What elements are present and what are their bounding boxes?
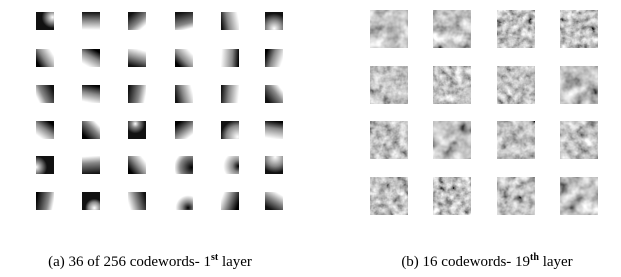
codeword-patch <box>175 121 193 139</box>
codeword-patch <box>82 156 100 174</box>
codeword-patch <box>36 192 54 210</box>
codeword-patch <box>560 177 598 215</box>
codeword-patch <box>265 156 283 174</box>
codeword-patch <box>370 66 408 104</box>
codeword-patch <box>221 12 239 30</box>
codeword-patch <box>175 85 193 103</box>
codeword-patch <box>82 12 100 30</box>
codeword-patch <box>433 121 471 159</box>
codeword-patch <box>497 10 535 48</box>
codeword-patch <box>221 121 239 139</box>
codeword-patch <box>128 49 146 67</box>
caption-text: (a) 36 of 256 codewords- 1 <box>48 254 211 270</box>
codeword-patch <box>221 49 239 67</box>
codeword-patch <box>36 49 54 67</box>
codeword-patch <box>560 121 598 159</box>
codeword-patch <box>497 177 535 215</box>
panel-b-patches <box>370 10 598 215</box>
codeword-patch <box>433 66 471 104</box>
codeword-patch <box>560 66 598 104</box>
caption-text: (b) 16 codewords- 19 <box>401 254 530 270</box>
codeword-patch <box>221 85 239 103</box>
codeword-patch <box>128 12 146 30</box>
figure: (a) 36 of 256 codewords- 1st layer (b) 1… <box>0 0 621 277</box>
codeword-patch <box>36 12 54 30</box>
codeword-patch <box>82 192 100 210</box>
codeword-patch <box>82 85 100 103</box>
codeword-patch <box>370 177 408 215</box>
codeword-patch <box>265 85 283 103</box>
codeword-patch <box>433 10 471 48</box>
codeword-patch <box>221 156 239 174</box>
codeword-patch <box>128 156 146 174</box>
panel-a-patches <box>36 12 283 210</box>
codeword-patch <box>128 85 146 103</box>
codeword-patch <box>36 156 54 174</box>
caption-b: (b) 16 codewords- 19th layer <box>401 252 572 270</box>
codeword-patch <box>175 156 193 174</box>
codeword-patch <box>497 66 535 104</box>
codeword-patch <box>370 121 408 159</box>
codeword-patch <box>265 49 283 67</box>
codeword-patch <box>36 85 54 103</box>
codeword-patch <box>175 192 193 210</box>
codeword-patch <box>221 192 239 210</box>
codeword-patch <box>265 192 283 210</box>
codeword-patch <box>128 121 146 139</box>
caption-a: (a) 36 of 256 codewords- 1st layer <box>48 252 252 270</box>
codeword-patch <box>175 12 193 30</box>
caption-after: layer <box>539 254 573 270</box>
codeword-patch <box>265 12 283 30</box>
codeword-patch <box>82 49 100 67</box>
codeword-patch <box>560 10 598 48</box>
codeword-patch <box>82 121 100 139</box>
codeword-patch <box>433 177 471 215</box>
codeword-patch <box>497 121 535 159</box>
caption-after: layer <box>218 254 252 270</box>
codeword-patch <box>128 192 146 210</box>
codeword-patch <box>36 121 54 139</box>
codeword-patch <box>175 49 193 67</box>
codeword-patch <box>265 121 283 139</box>
codeword-patch <box>370 10 408 48</box>
